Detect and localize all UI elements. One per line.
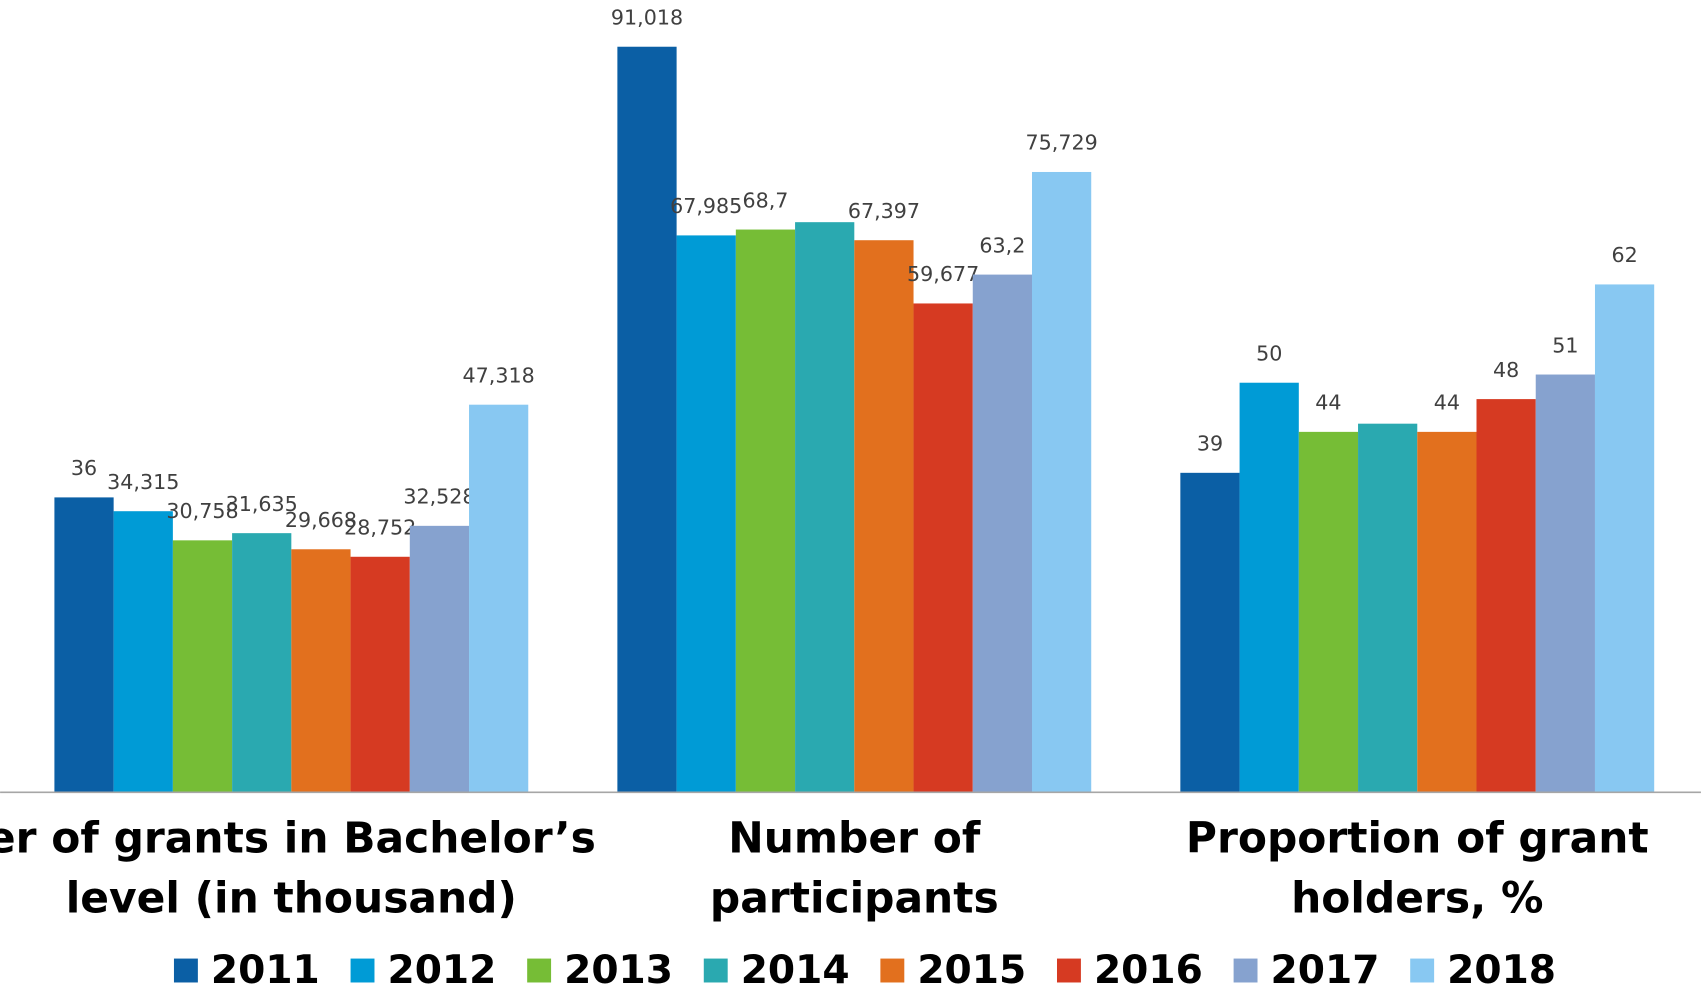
category-label: er of grants in Bachelor’s: [0, 814, 596, 863]
value-label: 31,635: [226, 492, 298, 516]
value-label: 50: [1256, 341, 1282, 365]
value-label: 91,018: [611, 5, 683, 29]
bar: [1476, 399, 1536, 793]
legend-swatch: [1410, 958, 1435, 983]
bar: [54, 497, 114, 793]
legend-label: 2015: [917, 948, 1026, 989]
category-label: participants: [710, 873, 999, 922]
bar: [1535, 374, 1595, 793]
value-label: 28,752: [344, 516, 416, 540]
value-label: 75,729: [1026, 131, 1098, 155]
legend-label: 2017: [1271, 948, 1380, 989]
value-label: 34,315: [107, 470, 179, 494]
legend-swatch: [703, 958, 728, 983]
value-label: 59,677: [907, 262, 979, 286]
legend-label: 2013: [564, 948, 673, 989]
bar: [1358, 423, 1418, 793]
bar: [469, 404, 529, 793]
value-label: 29,668: [285, 508, 357, 532]
legend-label: 2018: [1447, 948, 1556, 989]
category-label: level (in thousand): [66, 873, 517, 922]
bar: [1239, 382, 1299, 793]
value-label: 48: [1493, 358, 1519, 382]
bar: [172, 540, 233, 793]
value-label: 36: [71, 456, 97, 480]
value-label: 32,528: [403, 485, 475, 509]
value-label: 63,2: [979, 233, 1025, 257]
bar: [617, 46, 677, 793]
legend-label: 2016: [1094, 948, 1203, 989]
value-label: 68,7: [742, 188, 788, 212]
bar: [1031, 171, 1092, 793]
value-label: 44: [1315, 391, 1341, 415]
bar: [350, 556, 410, 793]
bar: [113, 511, 173, 793]
bar: [972, 274, 1032, 793]
bar: [1417, 431, 1477, 793]
value-label: 44: [1434, 391, 1460, 415]
bar: [735, 229, 796, 793]
legend-swatch: [350, 958, 375, 983]
legend-swatch: [1233, 958, 1258, 983]
value-label: 30,758: [166, 499, 238, 523]
legend-swatch: [1056, 958, 1081, 983]
value-label: 39: [1197, 432, 1223, 456]
legend-swatch: [527, 958, 552, 983]
bar: [291, 549, 351, 793]
legend-swatch: [173, 958, 198, 983]
value-label: 67,397: [848, 199, 920, 223]
bar: [913, 303, 973, 793]
bar: [409, 525, 470, 793]
legend-label: 2012: [388, 948, 497, 989]
bar: [1180, 472, 1240, 793]
bar: [854, 240, 914, 793]
category-label: holders, %: [1291, 873, 1543, 922]
bar: [795, 222, 855, 793]
legend-label: 2011: [211, 948, 320, 989]
value-label: 51: [1552, 333, 1578, 357]
category-label: Number of: [728, 814, 981, 863]
bar: [1298, 431, 1359, 793]
bar: [232, 533, 292, 793]
category-label: Proportion of grant: [1186, 814, 1649, 863]
value-label: 62: [1611, 243, 1637, 267]
value-label: 47,318: [463, 363, 535, 387]
value-label: 67,985: [670, 194, 742, 218]
bar: [1594, 284, 1655, 793]
legend-swatch: [880, 958, 905, 983]
bar: [676, 235, 736, 793]
legend-label: 2014: [741, 948, 850, 989]
